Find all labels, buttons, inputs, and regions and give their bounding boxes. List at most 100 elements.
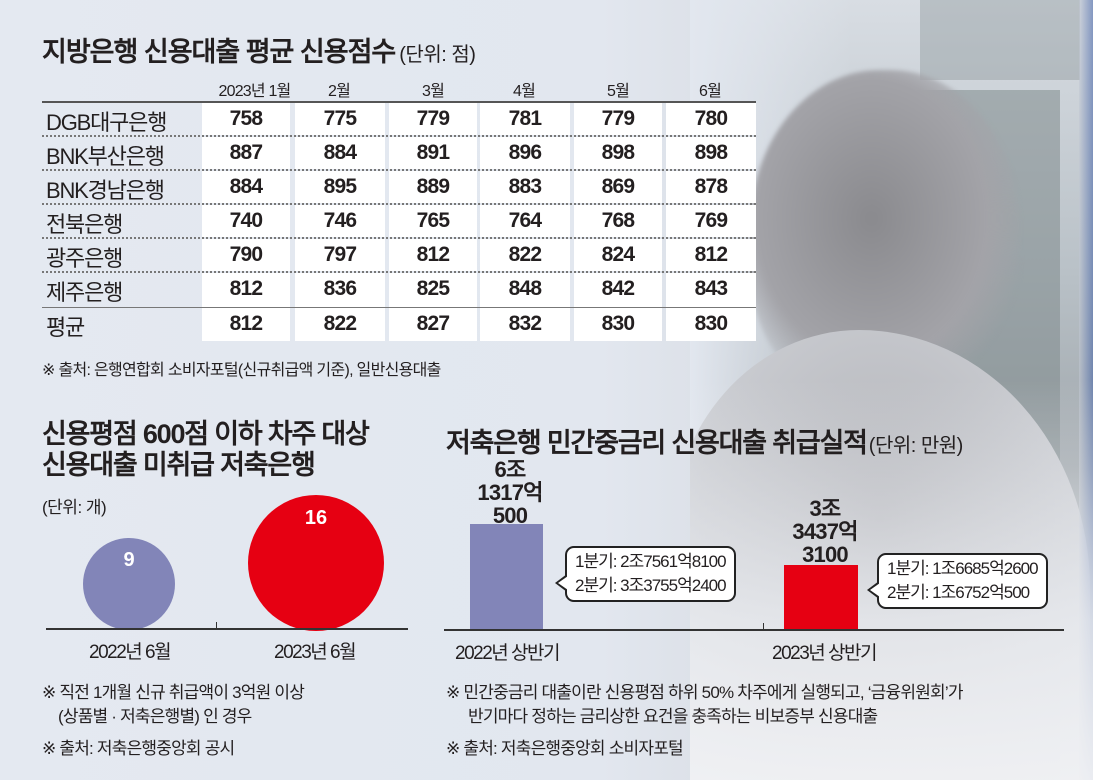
bar-value-line: 3100: [802, 542, 849, 567]
bar-x-label: 2023년 상반기: [772, 643, 877, 664]
table-cell: 889: [389, 171, 477, 203]
table-cell: 812: [666, 239, 756, 271]
bubble-unit: (단위: 개): [42, 498, 107, 517]
bubble-source-note: ※ 출처: 저축은행중앙회 공시: [42, 739, 235, 758]
row-label: DGB대구은행: [46, 110, 167, 135]
table-cell: 758: [202, 103, 290, 135]
row-label: 평균: [46, 315, 85, 340]
table-cell: 830: [574, 308, 662, 341]
bar-value-line: 500: [492, 503, 528, 528]
bubble-note: ※ 직전 1개월 신규 취급액이 3억원 이상: [42, 683, 305, 702]
credit-score-table: 2023년 1월 2월 3월 4월 5월 6월 DGB대구은행 758 775 779…: [42, 71, 756, 341]
bar-2023: [784, 565, 858, 630]
table-cell: 768: [574, 205, 662, 237]
table-cell: 822: [480, 239, 570, 271]
table-source-note: ※ 출처: 은행연합회 소비자포털(신규취급액 기준), 일반신용대출: [42, 362, 441, 379]
bubble-x-label: 2023년 6월: [274, 642, 357, 663]
table-cell: 769: [666, 205, 756, 237]
column-header: 4월: [512, 83, 536, 100]
table-cell: 887: [202, 137, 290, 169]
table-row: 전북은행 740 746 765 764 768 769: [42, 205, 756, 239]
bar-value-line: 3조: [809, 496, 842, 521]
table-cell: 898: [574, 137, 662, 169]
table-cell: 797: [295, 239, 385, 271]
table-cell: 825: [389, 273, 477, 307]
row-label: BNK부산은행: [46, 144, 165, 169]
table-cell: 878: [666, 171, 756, 203]
callout-2022: 1분기: 2조7561억8100 2분기: 3조3755억2400: [555, 546, 736, 602]
bubble-chart-title: 신용평점 600점 이하 차주 대상 신용대출 미취급 저축은행: [42, 419, 370, 481]
bubble-note: (상품별 · 저축은행별) 인 경우: [58, 707, 252, 726]
table-cell: 812: [202, 308, 290, 341]
bar-value-label: 3조 3437억 3100: [775, 497, 875, 566]
bar-note: 반기마다 정하는 금리상한 요건을 충족하는 비보증부 신용대출: [468, 707, 878, 726]
bar-value-label: 6조 1317억 500: [460, 458, 560, 527]
row-label: 전북은행: [46, 212, 123, 237]
bar-title-text: 저축은행 민간중금리 신용대출 취급실적: [446, 428, 868, 458]
table-cell: 827: [389, 308, 477, 341]
callout-line: 1분기: 1조6685억2600: [887, 559, 1039, 578]
bubble-2022: 9: [83, 538, 175, 630]
bar-x-label: 2022년 상반기: [455, 643, 560, 664]
bar-axis: [444, 629, 1064, 631]
table-cell: 740: [202, 205, 290, 237]
table-cell: 779: [389, 103, 477, 135]
table-cell: 765: [389, 205, 477, 237]
callout-line: 2분기: 1조6752억500: [887, 583, 1030, 602]
table-cell: 779: [574, 103, 662, 135]
column-header: 3월: [421, 83, 445, 100]
table-cell: 842: [574, 273, 662, 307]
table-cell: 790: [202, 239, 290, 271]
bar-unit: (단위: 만원): [868, 435, 964, 457]
callout-line: 1분기: 2조7561억8100: [575, 552, 727, 571]
callout-line: 2분기: 3조3755억2400: [575, 576, 727, 595]
bar-value-line: 3437억: [792, 519, 858, 544]
table-title: 지방은행 신용대출 평균 신용점수 (단위: 점): [42, 30, 476, 69]
bar-value-line: 6조: [494, 457, 527, 482]
bubble-title-line: 신용평점 600점 이하 차주 대상: [42, 419, 370, 449]
table-cell: 781: [480, 103, 570, 135]
bubble-2023: 16: [248, 495, 384, 631]
table-row: DGB대구은행 758 775 779 781 779 780: [42, 103, 756, 137]
bubble-x-label: 2022년 6월: [89, 642, 172, 663]
callout-2023: 1분기: 1조6685억2600 2분기: 1조6752억500: [867, 553, 1048, 609]
column-header: 6월: [698, 83, 722, 100]
table-cell: 812: [202, 273, 290, 307]
table-cell: 895: [295, 171, 385, 203]
table-cell: 898: [666, 137, 756, 169]
table-cell: 883: [480, 171, 570, 203]
table-cell: 884: [202, 171, 290, 203]
table-cell: 746: [295, 205, 385, 237]
table-cell: 896: [480, 137, 570, 169]
bubble-value: 9: [123, 549, 135, 571]
bar-2022: [470, 524, 543, 630]
bubble-value: 16: [304, 507, 328, 529]
axis-tick: [763, 623, 764, 630]
column-header: 2023년 1월: [218, 83, 292, 100]
table-cell: 869: [574, 171, 662, 203]
table-body: DGB대구은행 758 775 779 781 779 780 BNK부산은행 887 884 89…: [42, 103, 756, 341]
table-row: 평균 812 822 827 832 830 830: [42, 307, 756, 341]
table-unit: (단위: 점): [399, 44, 476, 66]
table-cell: 822: [295, 308, 385, 341]
table-row: 광주은행 790 797 812 822 824 812: [42, 239, 756, 273]
bubble-axis: [46, 628, 408, 630]
column-header: 5월: [606, 83, 630, 100]
bar-value-line: 1317억: [477, 480, 543, 505]
table-header: 2023년 1월 2월 3월 4월 5월 6월: [42, 71, 756, 101]
table-title-text: 지방은행 신용대출 평균 신용점수: [42, 37, 396, 67]
table-cell: 824: [574, 239, 662, 271]
axis-tick: [216, 622, 217, 629]
table-cell: 884: [295, 137, 385, 169]
row-label: 제주은행: [46, 280, 123, 305]
table-row: 제주은행 812 836 825 848 842 843: [42, 273, 756, 307]
bar-chart-title: 저축은행 민간중금리 신용대출 취급실적 (단위: 만원): [446, 421, 963, 460]
column-header: 2월: [327, 83, 351, 100]
row-label: 광주은행: [46, 246, 123, 271]
row-label: BNK경남은행: [46, 178, 165, 203]
table-cell: 764: [480, 205, 570, 237]
header-divider: [42, 101, 756, 103]
table-cell: 832: [480, 308, 570, 341]
bubble-title-line: 신용대출 미취급 저축은행: [42, 450, 316, 480]
table-cell: 848: [480, 273, 570, 307]
